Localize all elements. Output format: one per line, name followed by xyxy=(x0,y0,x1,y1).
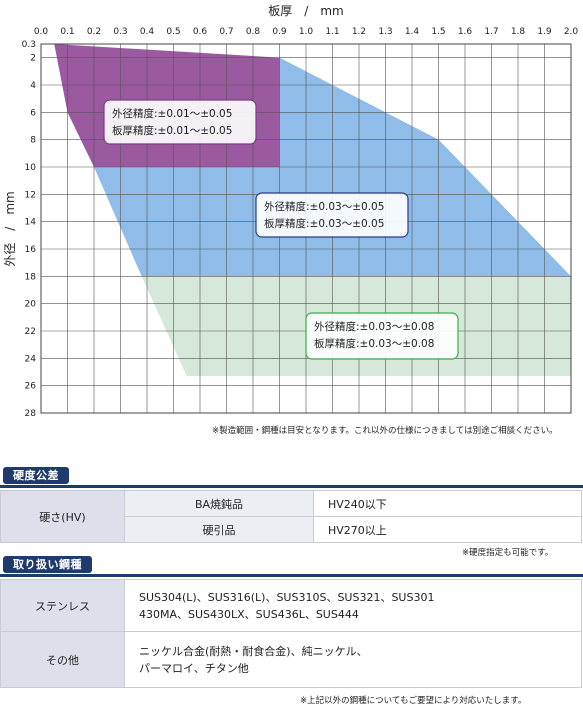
hardness-section-tag: 硬度公差 xyxy=(3,467,69,484)
x-tick-label: 0.4 xyxy=(140,27,155,37)
steel-note: ※上記以外の鋼種についてもご要望により対応いたします。 xyxy=(300,696,527,706)
y-tick-label: 16 xyxy=(25,245,37,255)
y-tick-label: 6 xyxy=(30,108,36,118)
precision-text-1-1: 板厚精度:±0.03〜±0.05 xyxy=(264,217,384,230)
table-row: ステンレス SUS304(L)、SUS316(L)、SUS310S、SUS321… xyxy=(0,579,582,632)
steel-section-tag: 取り扱い鋼種 xyxy=(3,556,92,573)
hardness-row-label: 硬さ(HV) xyxy=(0,490,125,543)
steel-value-other: ニッケル合金(耐熱・耐食合金)、純ニッケル、 パーマロイ、チタン他 xyxy=(124,631,582,688)
precision-box-2 xyxy=(305,312,459,360)
hardness-section-rule xyxy=(0,485,583,488)
hardness-table: 硬さ(HV) BA焼鈍品 HV240以下 硬引品 HV270以上 xyxy=(0,490,582,543)
x-tick-label: 0.0 xyxy=(34,27,49,37)
y-axis-label: 外径 / mm xyxy=(3,191,17,266)
precision-text-2-0: 外径精度:±0.03〜±0.08 xyxy=(314,320,434,333)
chart-note: ※製造範囲・鋼種は目安となります。これ以外の仕様につきましては別途ご相談ください… xyxy=(212,426,558,436)
x-tick-label: 0.7 xyxy=(219,27,233,37)
precision-text-0-1: 板厚精度:±0.01〜±0.05 xyxy=(112,124,232,137)
x-tick-label: 1.9 xyxy=(537,27,552,37)
y-tick-label: 8 xyxy=(30,136,36,146)
y-tick-label: 14 xyxy=(25,218,37,228)
hardness-value-ba: HV240以下 xyxy=(313,490,582,517)
x-tick-label: 0.3 xyxy=(113,27,127,37)
x-tick-labels: 0.0 0.1 0.2 0.3 0.4 0.5 0.6 0.7 0.8 0.9 1.0 1.1 1.2 1… xyxy=(34,27,579,37)
x-tick-label: 1.8 xyxy=(511,27,526,37)
x-tick-label: 1.0 xyxy=(299,27,314,37)
forming-range-chart: 0.0 0.1 0.2 0.3 0.4 0.5 0.6 0.7 0.8 0.9 1.0 1.1 1.2 1… xyxy=(3,4,579,419)
x-tick-label: 1.7 xyxy=(484,27,498,37)
y-tick-label: 24 xyxy=(25,354,37,364)
x-tick-label: 0.8 xyxy=(246,27,261,37)
y-tick-label: 18 xyxy=(25,272,37,282)
steel-section-rule xyxy=(0,574,583,577)
plot-border xyxy=(40,43,572,414)
precision-text-0-0: 外径精度:±0.01〜±0.05 xyxy=(112,107,232,120)
x-tick-label: 1.5 xyxy=(431,27,445,37)
x-tick-label: 1.4 xyxy=(405,27,420,37)
y-tick-label: 2 xyxy=(30,54,36,64)
x-tick-label: 0.1 xyxy=(60,27,74,37)
y-tick-label: 4 xyxy=(30,81,36,91)
x-tick-label: 2.0 xyxy=(564,27,579,37)
precision-text-1-0: 外径精度:±0.03〜±0.05 xyxy=(264,200,384,213)
precision-text-2-1: 板厚精度:±0.03〜±0.08 xyxy=(314,337,434,350)
x-tick-label: 1.2 xyxy=(352,27,366,37)
steel-stainless-line-1: SUS304(L)、SUS316(L)、SUS310S、SUS321、SUS30… xyxy=(139,590,435,604)
y-tick-label: 20 xyxy=(25,300,37,310)
y-tick-label: 12 xyxy=(25,190,36,200)
steel-table: ステンレス SUS304(L)、SUS316(L)、SUS310S、SUS321… xyxy=(0,579,582,688)
steel-row-label-stainless: ステンレス xyxy=(0,579,125,632)
table-row: 硬引品 HV270以上 xyxy=(1,516,582,543)
x-tick-label: 1.6 xyxy=(458,27,473,37)
table-row: その他 ニッケル合金(耐熱・耐食合金)、純ニッケル、 パーマロイ、チタン他 xyxy=(0,631,582,688)
steel-row-label-other: その他 xyxy=(0,631,125,688)
hardness-value-hard: HV270以上 xyxy=(313,516,582,543)
x-tick-label: 0.6 xyxy=(193,27,208,37)
hardness-note: ※硬度指定も可能です。 xyxy=(462,548,554,558)
x-tick-label: 0.9 xyxy=(272,27,287,37)
y-tick-label: 22 xyxy=(25,327,36,337)
x-tick-label: 0.5 xyxy=(166,27,180,37)
x-axis-label: 板厚 / mm xyxy=(268,4,343,18)
steel-other-line-1: ニッケル合金(耐熱・耐食合金)、純ニッケル、 xyxy=(139,644,368,658)
precision-label-boxes: 外径精度:±0.01〜±0.05 板厚精度:±0.01〜±0.05 外径精度:±0.… xyxy=(103,99,459,360)
precision-box-1 xyxy=(255,192,409,238)
x-tick-label: 1.1 xyxy=(325,27,339,37)
hardness-type-ba: BA焼鈍品 xyxy=(124,490,314,517)
steel-value-stainless: SUS304(L)、SUS316(L)、SUS310S、SUS321、SUS30… xyxy=(124,579,582,632)
y-tick-label: 10 xyxy=(25,163,37,173)
hardness-type-hard: 硬引品 xyxy=(124,516,314,543)
steel-stainless-line-2: 430MA、SUS430LX、SUS436L、SUS444 xyxy=(139,607,359,621)
y-tick-label: 28 xyxy=(25,409,37,419)
steel-other-line-2: パーマロイ、チタン他 xyxy=(139,661,249,675)
precision-box-0 xyxy=(103,99,257,145)
y-tick-label: 26 xyxy=(25,382,37,392)
x-tick-label: 1.3 xyxy=(378,27,392,37)
x-tick-label: 0.2 xyxy=(87,27,101,37)
table-row: 硬さ(HV) BA焼鈍品 HV240以下 xyxy=(0,490,582,543)
y-tick-label: 0.3 xyxy=(22,40,36,50)
